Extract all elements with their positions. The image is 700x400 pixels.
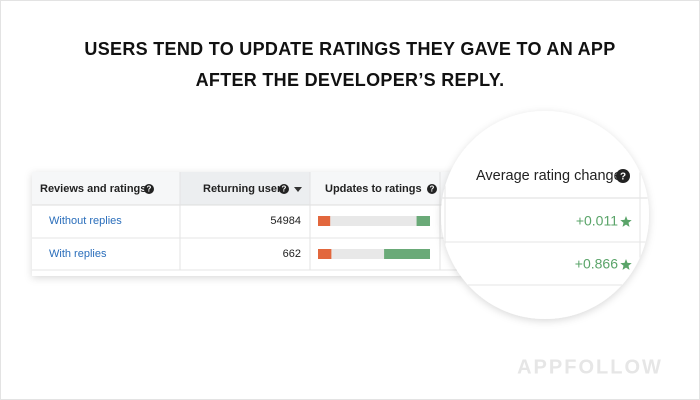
update-bar-unchanged (330, 216, 417, 226)
update-bar-down (318, 216, 331, 226)
average-rating-change: +0.866 (575, 256, 618, 272)
update-bar-up (416, 216, 430, 226)
sort-arrow[interactable] (294, 187, 302, 192)
column-header[interactable]: Returning users (203, 183, 287, 195)
column-header[interactable]: Reviews and ratings (40, 183, 146, 195)
row-name[interactable]: Without replies (49, 215, 122, 227)
update-bar-up (384, 249, 430, 259)
row-name[interactable]: With replies (49, 248, 107, 260)
title-line: AFTER THE DEVELOPER’S REPLY. (196, 70, 505, 90)
svg-text:?: ? (620, 172, 626, 183)
svg-text:?: ? (430, 185, 435, 194)
star-icon (620, 259, 632, 270)
title-line: USERS TEND TO UPDATE RATINGS THEY GAVE T… (84, 39, 615, 59)
watermark: APPFOLLOW (517, 356, 663, 378)
magnifier: Average rating change ? +0.011 +0.866 (441, 111, 649, 319)
table-card: Reviews and ratings ? Returning users ? … (32, 172, 462, 276)
update-bar-down (318, 249, 332, 259)
returning-users: 662 (283, 248, 301, 260)
update-bar-unchanged (331, 249, 385, 259)
column-header[interactable]: Updates to ratings (325, 183, 422, 195)
average-rating-change: +0.011 (576, 213, 618, 229)
svg-text:?: ? (147, 185, 152, 194)
returning-users: 54984 (270, 215, 301, 227)
star-icon (620, 216, 632, 227)
svg-text:?: ? (282, 185, 287, 194)
column-header[interactable]: Average rating change (476, 168, 622, 184)
